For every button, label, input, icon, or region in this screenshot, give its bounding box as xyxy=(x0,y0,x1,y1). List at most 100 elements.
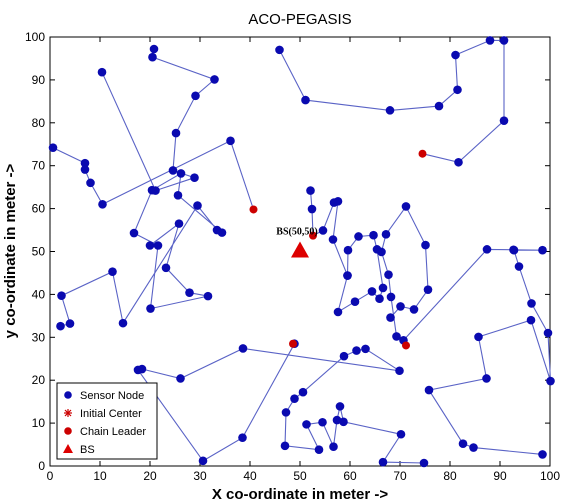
sensor-node xyxy=(318,417,327,427)
legend-label-1: Initial Center xyxy=(80,408,142,420)
sensor-node xyxy=(526,315,536,325)
sensor-node xyxy=(395,366,404,376)
sensor-node xyxy=(98,200,107,209)
y-tick-label: 90 xyxy=(32,73,46,87)
y-tick-label: 30 xyxy=(32,330,46,344)
sensor-node xyxy=(198,456,208,466)
sensor-node xyxy=(80,158,90,168)
sensor-node xyxy=(173,191,183,200)
y-tick-label: 40 xyxy=(32,287,46,301)
sensor-node xyxy=(146,304,155,313)
x-tick-label: 40 xyxy=(243,469,257,483)
sensor-node xyxy=(421,240,430,250)
sensor-node xyxy=(80,165,90,174)
sensor-node xyxy=(396,302,405,311)
chain-leader-node xyxy=(402,341,410,350)
sensor-node xyxy=(343,245,353,255)
sensor-node xyxy=(203,291,213,301)
legend-label-2: Chain Leader xyxy=(80,426,146,438)
legend-marker-2 xyxy=(64,427,72,435)
sensor-node xyxy=(328,235,338,244)
sensor-node xyxy=(509,245,519,255)
sensor-node xyxy=(369,230,378,240)
sensor-node xyxy=(458,439,468,448)
chain-leader-node xyxy=(418,149,427,158)
sensor-node xyxy=(333,197,343,206)
sensor-node xyxy=(527,299,536,308)
sensor-node xyxy=(217,228,227,237)
sensor-node xyxy=(280,441,290,451)
chain-leader-node xyxy=(309,231,317,240)
sensor-node xyxy=(339,417,348,427)
x-tick-label: 10 xyxy=(93,469,107,483)
sensor-node xyxy=(153,241,163,250)
sensor-node xyxy=(281,408,291,417)
sensor-node xyxy=(453,85,462,95)
chain-leader-node xyxy=(249,205,258,214)
legend: Sensor Node Initial Center Chain Leader BS xyxy=(56,382,158,460)
sensor-node xyxy=(401,202,411,211)
x-tick-label: 90 xyxy=(493,469,507,483)
sensor-node xyxy=(171,128,181,138)
sensor-node xyxy=(352,346,361,355)
sensor-node xyxy=(174,219,184,228)
sensor-node xyxy=(538,245,547,255)
sensor-node xyxy=(423,285,433,294)
sensor-node xyxy=(546,376,555,386)
sensor-node xyxy=(367,287,377,296)
sensor-node xyxy=(499,116,509,125)
sensor-node xyxy=(543,328,553,338)
sensor-node xyxy=(306,186,315,195)
sensor-node xyxy=(332,415,342,425)
y-axis-label: y co-ordinate in meter -> xyxy=(2,163,19,338)
sensor-node xyxy=(238,344,248,353)
x-tick-label: 50 xyxy=(293,469,307,483)
sensor-node xyxy=(149,44,159,54)
sensor-node xyxy=(375,294,384,303)
x-tick-label: 30 xyxy=(193,469,207,483)
sensor-node xyxy=(108,267,117,276)
sensor-node xyxy=(354,232,363,241)
sensor-node xyxy=(329,442,338,451)
sensor-node xyxy=(302,420,311,429)
y-tick-label: 50 xyxy=(32,245,46,259)
sensor-node xyxy=(226,136,235,146)
sensor-node xyxy=(147,185,157,195)
sensor-node xyxy=(424,385,434,395)
sensor-node xyxy=(377,247,386,257)
legend-marker-0 xyxy=(64,391,72,399)
sensor-node xyxy=(499,36,509,45)
legend-marker-1 xyxy=(64,409,72,417)
sensor-node xyxy=(97,67,107,77)
sensor-node xyxy=(514,262,524,271)
sensor-node xyxy=(65,319,75,328)
sensor-node xyxy=(434,101,444,111)
x-tick-label: 60 xyxy=(343,469,357,483)
sensor-node xyxy=(474,332,483,342)
sensor-node xyxy=(56,321,65,331)
sensor-node xyxy=(57,291,66,300)
sensor-node xyxy=(298,387,308,397)
sensor-node xyxy=(210,75,219,84)
sensor-node xyxy=(191,91,200,101)
x-tick-label: 0 xyxy=(47,469,54,483)
base-station-label: BS(50,50) xyxy=(276,227,317,238)
chain-leader-node xyxy=(289,339,297,348)
y-tick-label: 20 xyxy=(32,373,46,387)
sensor-node xyxy=(386,313,395,322)
sensor-node xyxy=(339,351,349,361)
sensor-node xyxy=(145,241,155,250)
sensor-node xyxy=(451,50,460,60)
legend-label-0: Sensor Node xyxy=(80,390,144,402)
sensor-node xyxy=(485,36,495,45)
legend-marker-3 xyxy=(63,444,73,453)
sensor-node xyxy=(318,226,328,235)
x-tick-label: 70 xyxy=(393,469,407,483)
base-station-marker xyxy=(291,241,309,258)
sensor-nodes xyxy=(48,36,555,468)
sensor-node xyxy=(343,271,352,280)
sensor-node xyxy=(314,445,324,454)
sensor-node xyxy=(350,297,360,306)
